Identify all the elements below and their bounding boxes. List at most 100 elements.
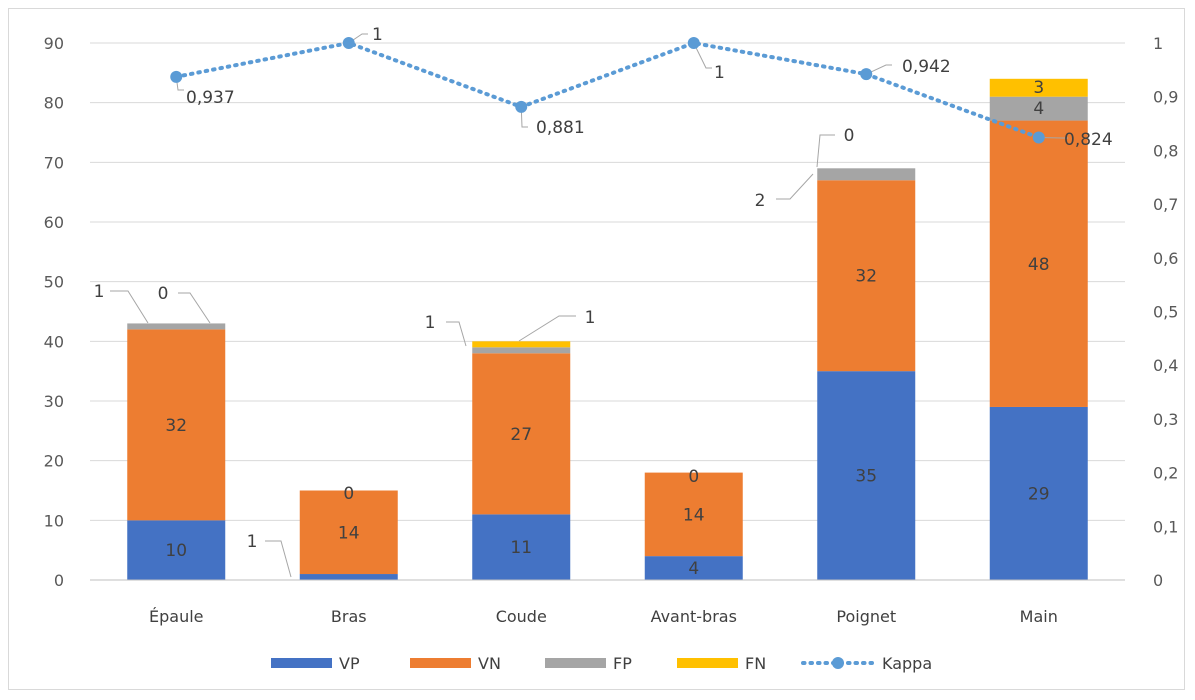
y-tick-label: 20 xyxy=(44,452,64,471)
legend-item-vp: VP xyxy=(271,654,360,673)
legend-label: VP xyxy=(339,654,360,673)
data-label: 0,881 xyxy=(536,118,585,138)
legend: VP VN FP FN Kappa xyxy=(271,654,932,673)
x-tick-label: Bras xyxy=(331,607,367,626)
y2-tick-label: 0,9 xyxy=(1153,88,1178,107)
legend-item-kappa: Kappa xyxy=(801,654,932,673)
data-label: 0 xyxy=(688,467,699,487)
data-label: 0,942 xyxy=(902,57,951,77)
data-label: 1 xyxy=(372,25,383,45)
bar-vn xyxy=(817,180,916,372)
y-tick-label: 30 xyxy=(44,392,64,411)
leader-line xyxy=(866,64,892,75)
data-label: 4 xyxy=(1033,99,1044,119)
y2-tick-label: 0,7 xyxy=(1153,195,1178,214)
legend-item-vn: VN xyxy=(410,654,501,673)
bar-vp xyxy=(127,520,226,580)
data-label: 1 xyxy=(94,282,105,302)
legend-label: Kappa xyxy=(882,654,932,673)
leader-line xyxy=(265,540,292,578)
data-label: 29 xyxy=(1028,484,1050,504)
kappa-line xyxy=(170,37,1045,144)
leader-line xyxy=(816,134,835,168)
axes: 010203040506070809000,10,20,30,40,50,60,… xyxy=(44,34,1179,626)
y2-tick-label: 0,3 xyxy=(1153,410,1178,429)
legend-label: VN xyxy=(478,654,501,673)
bars xyxy=(127,78,1088,580)
y2-tick-label: 0,2 xyxy=(1153,464,1178,483)
bar-vp xyxy=(817,371,916,580)
kappa-point xyxy=(515,100,528,113)
bar-fp xyxy=(989,96,1088,121)
legend-label: FN xyxy=(745,654,766,673)
leader-line xyxy=(693,42,712,69)
y-tick-label: 0 xyxy=(54,571,64,590)
y-tick-label: 70 xyxy=(44,153,64,172)
x-tick-label: Main xyxy=(1020,607,1058,626)
bar-fp xyxy=(817,168,916,181)
bar-vn xyxy=(127,329,226,521)
data-label: 1 xyxy=(425,313,436,333)
y2-tick-label: 0,6 xyxy=(1153,249,1178,268)
bar-vp xyxy=(299,574,398,580)
bar-vn xyxy=(472,353,571,515)
leader-line xyxy=(110,290,149,324)
data-label: 1 xyxy=(714,63,725,83)
y2-tick-label: 1 xyxy=(1153,34,1163,53)
x-tick-label: Épaule xyxy=(149,607,204,626)
bar-vn xyxy=(989,120,1088,407)
data-label: 14 xyxy=(338,523,360,543)
data-label: 0,937 xyxy=(186,88,235,108)
x-tick-label: Coude xyxy=(496,607,547,626)
data-label: 1 xyxy=(585,308,596,328)
legend-label: FP xyxy=(613,654,632,673)
data-label: 1 xyxy=(247,532,258,552)
leader-line xyxy=(776,173,814,200)
bar-fn xyxy=(472,341,571,348)
y-tick-label: 50 xyxy=(44,273,64,292)
bar-vp xyxy=(644,556,743,580)
kappa-point xyxy=(170,70,183,83)
y2-tick-label: 0,1 xyxy=(1153,517,1178,536)
data-label: 11 xyxy=(510,538,532,558)
gridlines xyxy=(90,42,1125,581)
y2-tick-label: 0,5 xyxy=(1153,303,1178,322)
leader-lines xyxy=(110,33,1068,578)
data-label: 27 xyxy=(510,425,532,445)
data-label: 35 xyxy=(855,467,877,487)
leader-line xyxy=(178,292,211,324)
data-label: 4 xyxy=(688,559,699,579)
legend-swatch xyxy=(677,658,738,668)
x-tick-label: Avant-bras xyxy=(651,607,737,626)
legend-item-fp: FP xyxy=(545,654,632,673)
y2-tick-label: 0,4 xyxy=(1153,356,1178,375)
data-label: 32 xyxy=(165,416,187,436)
legend-swatch xyxy=(545,658,606,668)
leader-line xyxy=(518,315,576,342)
bar-vn xyxy=(299,490,398,575)
bar-vp xyxy=(989,406,1088,580)
y-tick-label: 40 xyxy=(44,332,64,351)
bar-vn xyxy=(644,472,743,557)
bar-fn xyxy=(989,78,1088,97)
kappa-line-path xyxy=(174,40,1041,140)
bar-vp xyxy=(472,514,571,580)
y-tick-label: 60 xyxy=(44,213,64,232)
x-tick-label: Poignet xyxy=(836,607,896,626)
y-tick-label: 10 xyxy=(44,511,64,530)
legend-item-fn: FN xyxy=(677,654,766,673)
legend-marker xyxy=(832,657,844,669)
y2-tick-label: 0,8 xyxy=(1153,141,1178,160)
data-label: 0,824 xyxy=(1064,130,1113,150)
data-label: 2 xyxy=(755,191,766,211)
data-label: 48 xyxy=(1028,255,1050,275)
kappa-point xyxy=(687,37,700,49)
bar-fp xyxy=(472,347,571,354)
data-label: 0 xyxy=(158,284,169,304)
kappa-point xyxy=(342,37,355,49)
kappa-point xyxy=(860,68,873,81)
leader-line xyxy=(446,321,467,347)
legend-swatch xyxy=(410,658,471,668)
data-label: 14 xyxy=(683,505,705,525)
